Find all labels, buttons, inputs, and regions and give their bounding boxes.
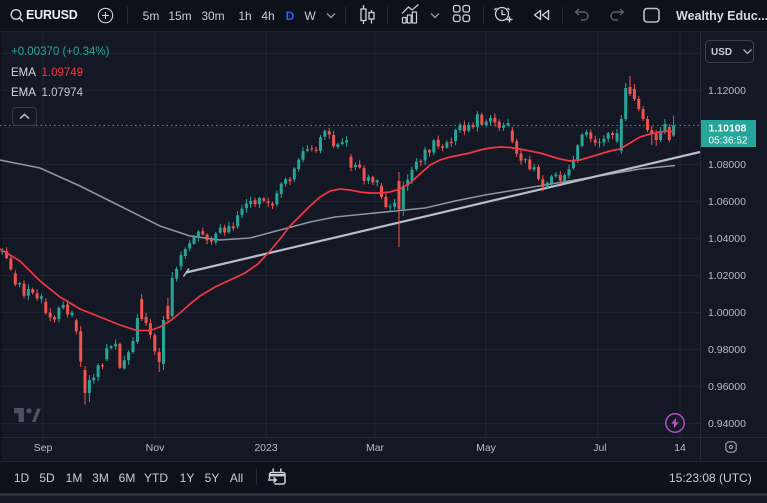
svg-text:May: May — [476, 442, 497, 454]
svg-text:0.96000: 0.96000 — [708, 381, 746, 393]
svg-text:1.04000: 1.04000 — [708, 233, 746, 245]
svg-text:1.06000: 1.06000 — [708, 196, 746, 208]
svg-text:0.98000: 0.98000 — [708, 344, 746, 356]
svg-text:1.08000: 1.08000 — [708, 159, 746, 171]
svg-text:Nov: Nov — [146, 442, 165, 454]
svg-text:1.00000: 1.00000 — [708, 307, 746, 319]
svg-text:05:36:52: 05:36:52 — [709, 136, 748, 147]
svg-text:Jul: Jul — [593, 442, 606, 454]
svg-text:1.10108: 1.10108 — [709, 123, 747, 135]
svg-text:Mar: Mar — [366, 442, 385, 454]
svg-text:2023: 2023 — [254, 442, 278, 454]
svg-text:14: 14 — [674, 442, 686, 454]
svg-text:0.94000: 0.94000 — [708, 418, 746, 430]
svg-text:Sep: Sep — [34, 442, 53, 454]
svg-text:1.02000: 1.02000 — [708, 270, 746, 282]
svg-text:USD: USD — [711, 47, 732, 58]
svg-text:1.12000: 1.12000 — [708, 85, 746, 97]
